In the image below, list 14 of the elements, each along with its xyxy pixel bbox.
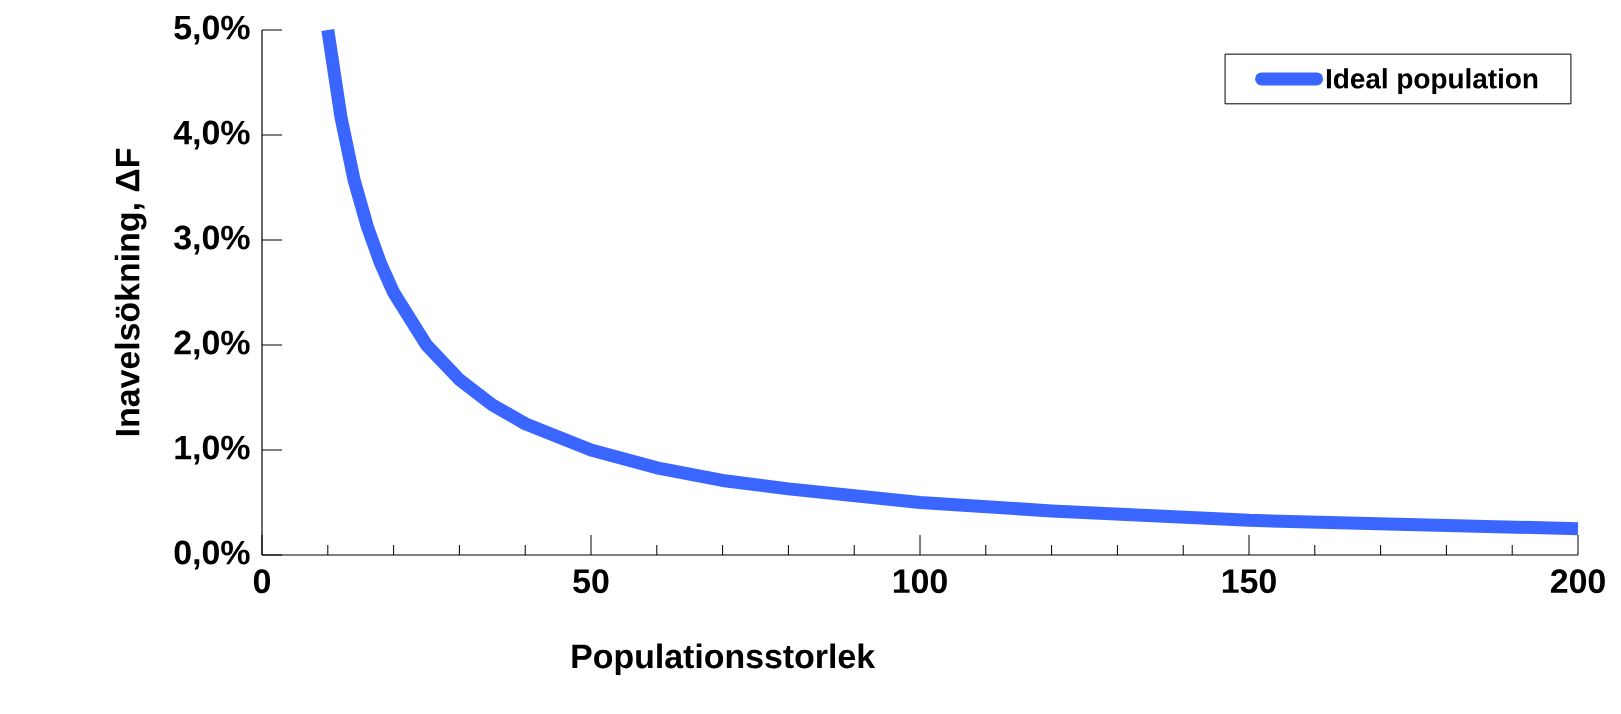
x-tick-label: 100 (893, 569, 947, 594)
legend-label: Ideal population (1326, 68, 1538, 95)
y-tick-label: 0,0% (174, 540, 250, 570)
x-tick-label: 0 (253, 569, 271, 594)
x-tick-label: 50 (573, 569, 609, 594)
y-tick-label: 3,0% (174, 225, 250, 255)
x-tick-label: 150 (1222, 569, 1276, 594)
y-tick-label: 1,0% (175, 435, 250, 465)
y-axis-title: Inavelsökning, ΔF (114, 148, 147, 436)
y-tick-label: 5,0% (174, 15, 250, 45)
x-tick-label: 200 (1550, 569, 1605, 594)
y-tick-label: 2,0% (174, 330, 250, 360)
x-axis-title: Populationsstorlek (572, 643, 876, 676)
y-tick-label: 4,0% (173, 120, 250, 150)
